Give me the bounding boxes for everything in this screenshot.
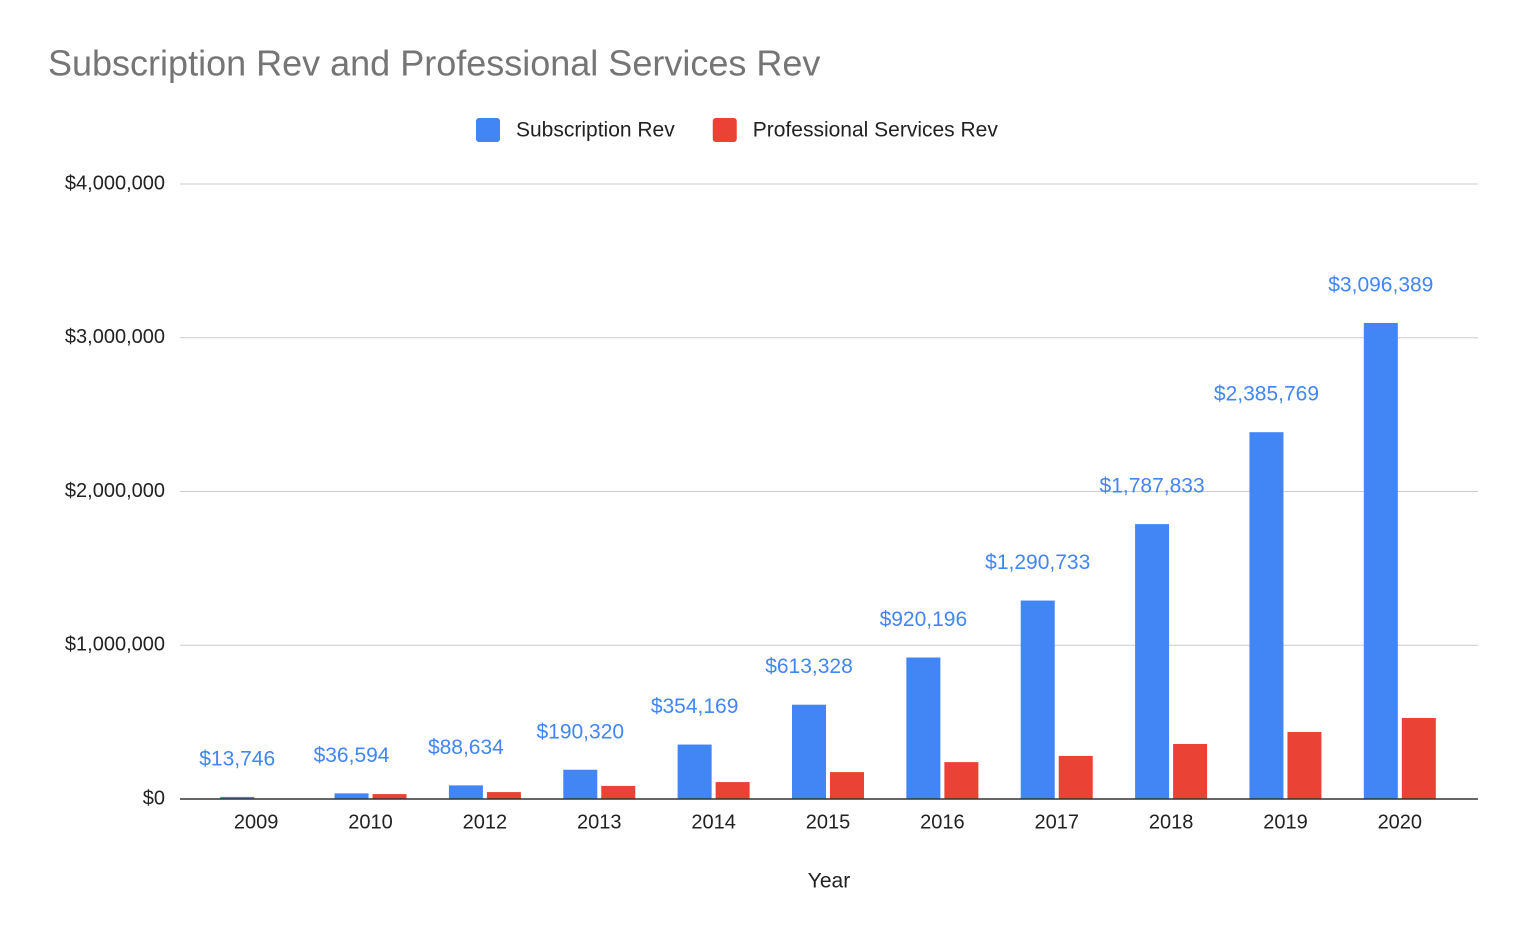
x-tick-label: 2014 [691, 811, 736, 833]
bar [1363, 322, 1398, 799]
bar [1287, 731, 1322, 799]
x-tick-label: 2012 [463, 811, 508, 833]
bar [372, 794, 407, 799]
bar [1020, 600, 1055, 799]
bar [486, 792, 521, 799]
x-tick-label: 2016 [920, 811, 965, 833]
data-label: $2,385,769 [1214, 383, 1319, 406]
bar [830, 772, 864, 799]
legend-swatch [476, 118, 500, 142]
legend-label: Subscription Rev [516, 119, 675, 142]
y-tick-label: $1,000,000 [65, 634, 165, 656]
bar [677, 744, 712, 799]
bar [944, 762, 979, 799]
data-label: $1,787,833 [1100, 475, 1205, 498]
x-tick-label: 2020 [1378, 811, 1423, 833]
y-tick-label: $3,000,000 [65, 326, 165, 348]
y-tick-label: $4,000,000 [65, 172, 165, 194]
bar [448, 785, 483, 799]
chart-title: Subscription Rev and Professional Servic… [48, 43, 820, 84]
x-tick-label: 2013 [577, 811, 622, 833]
data-label: $1,290,733 [985, 551, 1090, 574]
x-tick-label: 2009 [234, 811, 279, 833]
bar [1058, 755, 1093, 799]
bar [715, 782, 750, 799]
data-label: $613,328 [765, 655, 853, 678]
data-label: $88,634 [428, 736, 504, 759]
x-tick-label: 2019 [1263, 811, 1308, 833]
bar [1173, 743, 1208, 799]
bar [334, 793, 369, 799]
data-label: $354,169 [651, 695, 739, 718]
legend-label: Professional Services Rev [753, 119, 999, 142]
bar [601, 785, 636, 799]
bar [1135, 524, 1170, 799]
bar [1401, 717, 1436, 799]
data-label: $190,320 [536, 720, 624, 743]
bar [220, 796, 255, 799]
bar [906, 657, 941, 799]
legend-swatch [712, 118, 737, 142]
bar [1249, 432, 1284, 799]
x-tick-label: 2010 [348, 811, 393, 833]
x-tick-label: 2015 [806, 811, 851, 833]
x-tick-label: 2017 [1034, 811, 1079, 833]
x-tick-label: 2018 [1149, 811, 1194, 833]
data-label: $13,746 [199, 747, 275, 770]
data-label: $920,196 [880, 608, 968, 631]
x-axis-label: Year [808, 870, 850, 893]
bar [792, 704, 826, 799]
y-tick-label: $0 [143, 787, 165, 809]
bar [563, 769, 598, 799]
data-label: $36,594 [314, 744, 390, 767]
data-label: $3,096,389 [1328, 273, 1433, 296]
y-tick-label: $2,000,000 [65, 480, 165, 502]
